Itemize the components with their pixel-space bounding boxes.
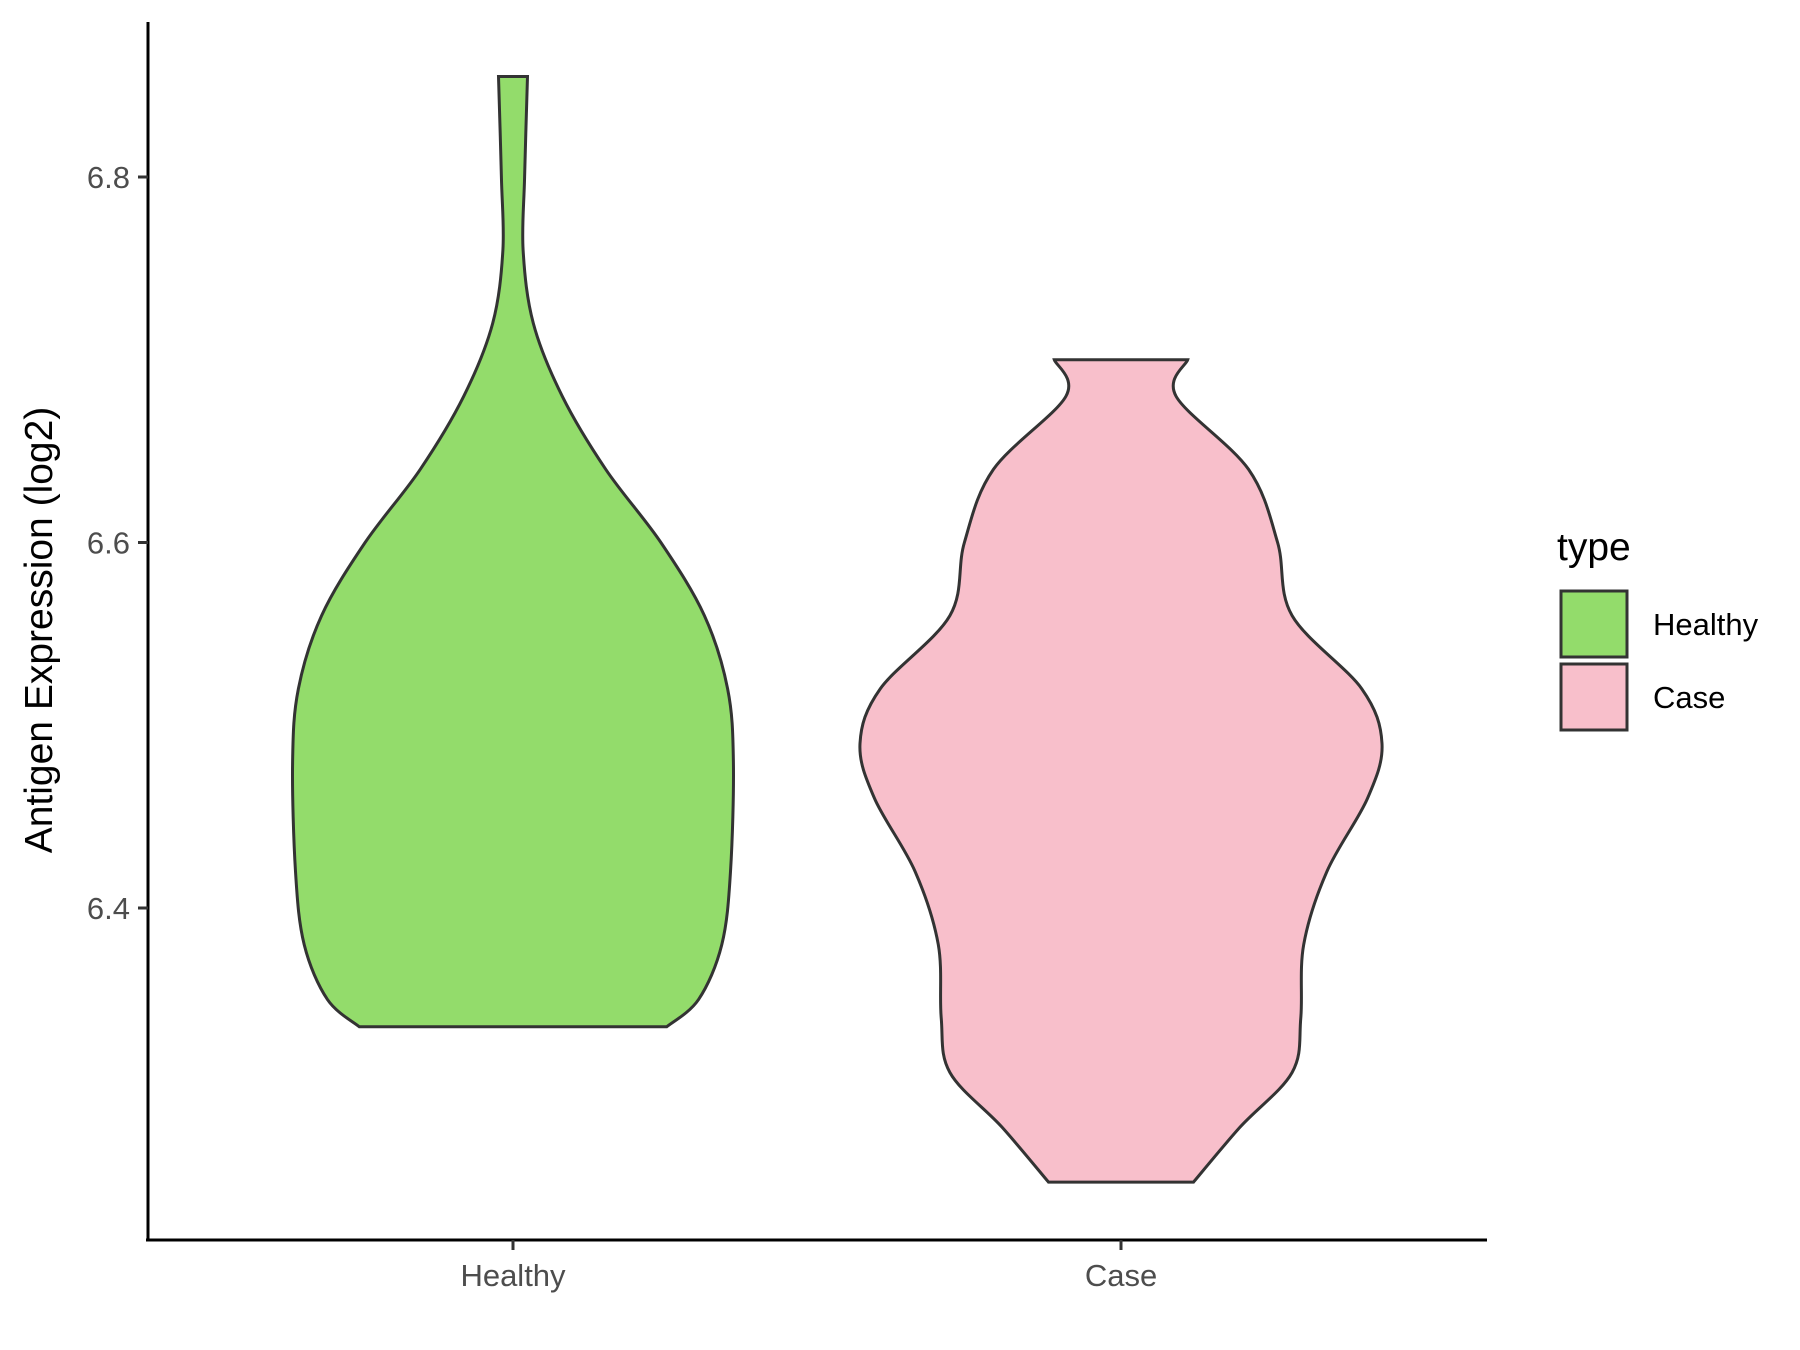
legend: type Healthy Case	[1557, 526, 1759, 732]
y-axis-title: Antigen Expression (log2)	[18, 407, 61, 854]
legend-title: type	[1557, 526, 1631, 569]
violins	[291, 75, 1384, 1184]
y-tick-label: 6.8	[87, 160, 130, 195]
y-tick-label: 6.4	[87, 891, 130, 926]
legend-label-case: Case	[1653, 680, 1725, 715]
violin-case	[858, 358, 1384, 1184]
x-axis-ticks: Healthy Case	[460, 1240, 1157, 1293]
x-tick-label: Case	[1085, 1258, 1157, 1293]
legend-items: Healthy Case	[1559, 589, 1759, 732]
y-axis-ticks: 6.4 6.6 6.8	[87, 160, 148, 926]
violin-healthy	[291, 75, 735, 1029]
legend-label-healthy: Healthy	[1653, 607, 1759, 642]
legend-swatch-healthy	[1559, 589, 1629, 659]
x-tick-label: Healthy	[460, 1258, 566, 1293]
y-tick-label: 6.6	[87, 526, 130, 561]
legend-swatch-case	[1559, 662, 1629, 732]
plot-area: 6.4 6.6 6.8 Healthy Case	[87, 22, 1487, 1293]
